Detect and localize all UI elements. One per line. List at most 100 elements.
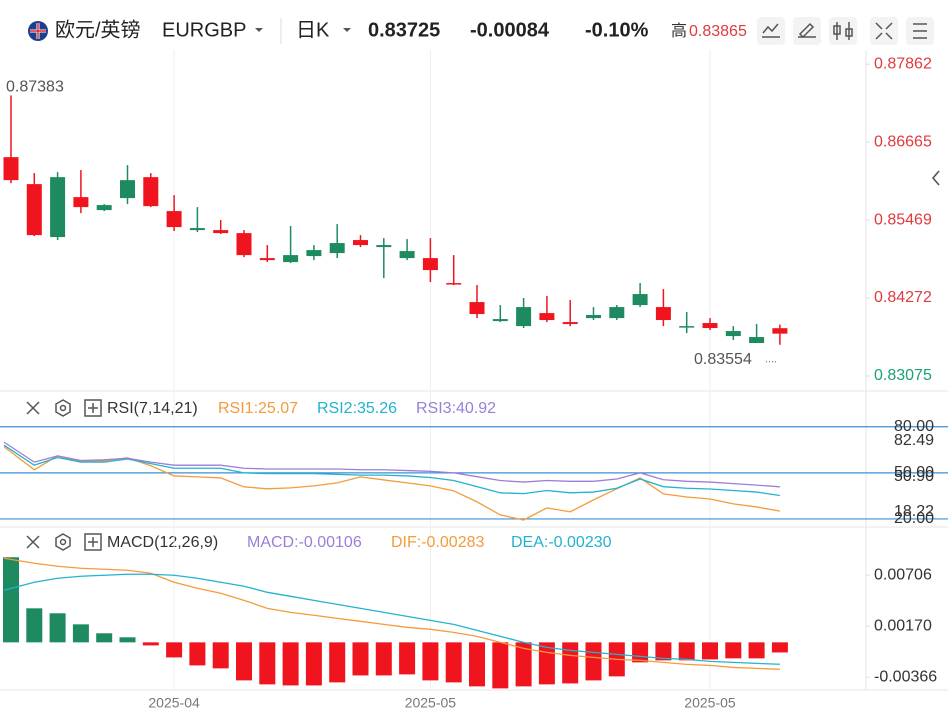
- legend-entry: RSI1:25.07: [218, 400, 298, 417]
- histogram-bar: [329, 642, 346, 683]
- histogram-bar: [142, 642, 159, 646]
- histogram-bar: [702, 642, 718, 660]
- tool-icon: [913, 23, 927, 39]
- candle-body: [492, 319, 508, 322]
- candle-body: [772, 328, 788, 334]
- tool-button[interactable]: [829, 17, 857, 45]
- candle-body: [213, 230, 229, 234]
- settings-icon[interactable]: [55, 399, 71, 417]
- histogram-bar: [166, 642, 183, 658]
- y-tick-label: 0.83075: [874, 367, 932, 384]
- add-icon[interactable]: [84, 399, 102, 417]
- candle-body: [3, 157, 19, 181]
- y-tick-label: 0.00706: [874, 566, 932, 583]
- legend-entry: DEA:-0.00230: [511, 534, 612, 551]
- histogram-bar: [655, 642, 672, 661]
- settings-icon[interactable]: [55, 533, 71, 551]
- y-tick-label: 50.00: [894, 464, 934, 481]
- close-icon[interactable]: [26, 535, 40, 549]
- high-label: 高: [671, 22, 687, 40]
- series-line: [3, 573, 780, 665]
- candle-body: [259, 258, 275, 261]
- candle-body: [516, 307, 532, 327]
- tool-button[interactable]: [793, 17, 821, 45]
- period[interactable]: 日K: [296, 19, 330, 41]
- candle-body: [399, 251, 415, 259]
- y-tick-label: 20.00: [894, 510, 934, 527]
- tool-icon: [798, 22, 816, 39]
- dropdown-caret[interactable]: [255, 28, 263, 32]
- histogram-bar: [352, 642, 369, 676]
- max-label: 0.87383: [6, 79, 64, 96]
- legend-entry: DIF:-0.00283: [391, 534, 484, 551]
- legend-entry: RSI2:35.26: [317, 400, 397, 417]
- add-icon[interactable]: [84, 533, 102, 551]
- histogram-bar: [399, 642, 416, 675]
- pair-name[interactable]: 欧元/英镑: [55, 18, 141, 41]
- grid-layer: [173, 50, 711, 690]
- tool-button[interactable]: [870, 17, 898, 45]
- change-percent: -0.10%: [585, 19, 649, 41]
- histogram-bar: [469, 642, 485, 687]
- histogram-bar: [725, 642, 742, 659]
- close-icon[interactable]: [26, 401, 40, 415]
- dropdown-caret[interactable]: [343, 28, 351, 32]
- histogram-bar: [515, 642, 532, 687]
- series-line: [3, 446, 781, 521]
- histogram-bar: [259, 642, 276, 685]
- histogram-bar: [72, 624, 89, 643]
- header: 欧元/英镑 EURGBP 日K 0.83725 -0.00084 -0.10% …: [28, 14, 948, 48]
- candle-body: [562, 322, 578, 325]
- candle-body: [73, 197, 89, 208]
- histogram-bar: [305, 642, 322, 686]
- histogram-bar: [562, 642, 579, 684]
- candle-body: [539, 313, 555, 321]
- histogram-bar: [49, 613, 66, 643]
- settings-icon: [59, 538, 67, 546]
- histogram-bar: [748, 642, 765, 659]
- histogram-bar: [445, 642, 462, 683]
- y-tick-label: -0.00366: [874, 668, 937, 685]
- y-tick-label: 0.84272: [874, 289, 932, 306]
- candle-body: [120, 180, 135, 199]
- tool-icon: [833, 22, 853, 40]
- tool-icon: [762, 23, 780, 38]
- candle-body: [26, 184, 42, 236]
- candle-body: [446, 283, 462, 285]
- candle-body: [50, 177, 66, 238]
- symbol[interactable]: EURGBP: [162, 19, 246, 41]
- histogram-bar: [212, 642, 229, 669]
- histogram-bar: [96, 633, 113, 643]
- candle-body: [749, 337, 765, 344]
- candle-body: [236, 233, 252, 256]
- legend-entry: MACD:-0.00106: [247, 534, 362, 551]
- macd-title: MACD(12,26,9): [107, 534, 218, 551]
- histogram-bar: [282, 642, 299, 686]
- value-label: 50.90: [894, 468, 934, 485]
- series-line: [3, 441, 780, 488]
- x-tick-label: 2025-05: [684, 695, 736, 711]
- candle-body: [166, 211, 182, 228]
- candle-body: [609, 307, 625, 319]
- histogram-bar: [189, 642, 206, 666]
- series-line: [3, 557, 780, 670]
- candle-body: [725, 331, 741, 337]
- collapse-arrow[interactable]: [931, 170, 940, 186]
- histogram-bar: [119, 637, 136, 643]
- candle-body: [306, 250, 322, 257]
- tool-icon: [875, 22, 893, 40]
- value-label: 18.22: [894, 503, 934, 520]
- candle-body: [655, 307, 671, 321]
- flag-cross: [30, 23, 46, 39]
- candle-body: [353, 240, 368, 246]
- candle-body: [679, 326, 695, 328]
- histogram-bar: [3, 557, 19, 643]
- candle-body: [422, 258, 438, 271]
- histogram-bar: [236, 642, 252, 681]
- macd-header: MACD(12,26,9): [26, 533, 218, 551]
- value-label: 82.49: [894, 432, 934, 449]
- candle-body: [586, 315, 601, 319]
- candle-body: [189, 228, 205, 231]
